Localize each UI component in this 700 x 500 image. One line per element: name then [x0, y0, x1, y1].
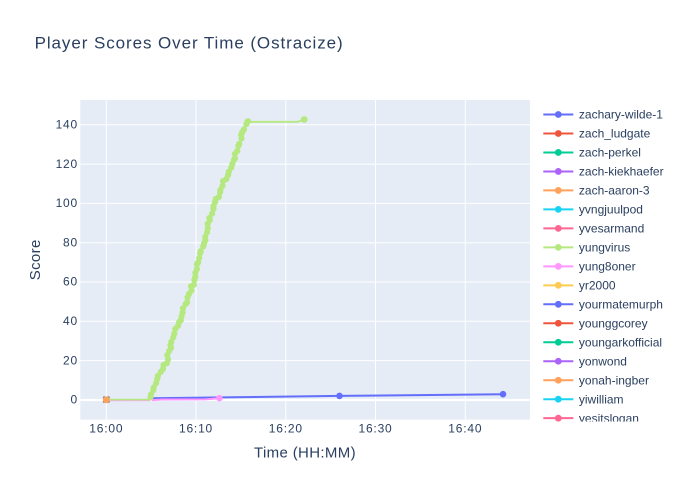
svg-text:140: 140 — [56, 118, 78, 132]
svg-text:yvesarmand: yvesarmand — [579, 222, 644, 236]
svg-text:60: 60 — [63, 275, 78, 289]
svg-text:Score: Score — [27, 239, 44, 280]
svg-text:younggcorey: younggcorey — [579, 316, 648, 330]
svg-text:100: 100 — [56, 196, 78, 210]
svg-text:zachary-wilde-1: zachary-wilde-1 — [579, 108, 663, 122]
svg-text:20: 20 — [63, 353, 78, 367]
svg-text:Player Scores Over Time (Ostra: Player Scores Over Time (Ostracize) — [35, 34, 344, 53]
svg-text:16:20: 16:20 — [269, 422, 303, 436]
svg-text:40: 40 — [63, 314, 78, 328]
svg-text:yung8oner: yung8oner — [579, 260, 636, 274]
svg-text:16:10: 16:10 — [179, 422, 213, 436]
svg-text:yesitslogan: yesitslogan — [579, 411, 639, 425]
svg-text:yourmatemurph: yourmatemurph — [579, 298, 663, 312]
svg-text:yonah-ingber: yonah-ingber — [579, 373, 649, 387]
svg-text:zach-kiekhaefer: zach-kiekhaefer — [579, 165, 664, 179]
svg-text:zach-perkel: zach-perkel — [579, 146, 641, 160]
svg-text:zach-aaron-3: zach-aaron-3 — [579, 184, 650, 198]
svg-text:yvngjuulpod: yvngjuulpod — [579, 203, 643, 217]
svg-text:yiwilliam: yiwilliam — [579, 392, 624, 406]
svg-text:zach_ludgate: zach_ludgate — [579, 127, 651, 141]
svg-text:16:40: 16:40 — [448, 422, 482, 436]
svg-text:16:00: 16:00 — [89, 422, 123, 436]
svg-text:80: 80 — [63, 235, 78, 249]
svg-text:16:30: 16:30 — [358, 422, 392, 436]
svg-text:youngarkofficial: youngarkofficial — [579, 335, 662, 349]
svg-text:120: 120 — [56, 157, 78, 171]
svg-text:0: 0 — [71, 393, 78, 407]
svg-text:yungvirus: yungvirus — [579, 241, 630, 255]
svg-text:yonwond: yonwond — [579, 354, 627, 368]
svg-text:Time (HH:MM): Time (HH:MM) — [254, 444, 356, 461]
svg-text:yr2000: yr2000 — [579, 279, 616, 293]
